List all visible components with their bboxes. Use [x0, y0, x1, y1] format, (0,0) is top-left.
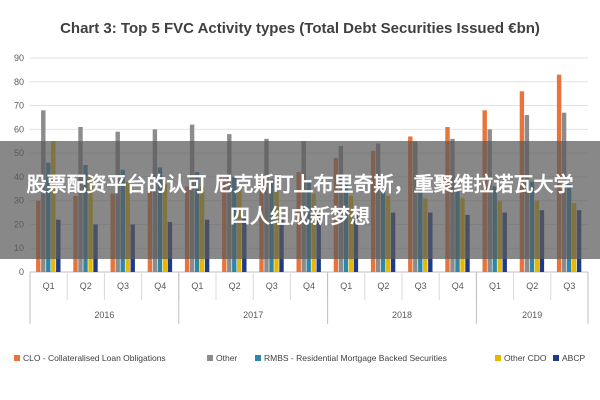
x-tick-label: Q2	[229, 281, 241, 291]
legend: CLO - Collateralised Loan Obligations Oth…	[14, 353, 585, 363]
legend-swatch	[14, 355, 20, 361]
x-tick-label: Q1	[340, 281, 352, 291]
x-tick-label: Q3	[415, 281, 427, 291]
legend-label: ABCP	[562, 353, 585, 363]
overlay-banner: 股票配资平台的认可 尼克斯盯上布里奇斯，重聚维拉诺瓦大学四人组成新梦想	[0, 141, 600, 259]
x-tick-label: Q2	[80, 281, 92, 291]
legend-swatch	[255, 355, 261, 361]
legend-label: Other	[216, 353, 237, 363]
y-tick-label: 80	[14, 77, 24, 87]
legend-swatch	[207, 355, 213, 361]
y-tick-label: 0	[19, 267, 24, 277]
y-tick-label: 70	[14, 101, 24, 111]
legend-label: CLO - Collateralised Loan Obligations	[23, 353, 166, 363]
x-tick-label: Q4	[154, 281, 166, 291]
legend-label: RMBS - Residential Mortgage Backed Secur…	[264, 353, 447, 363]
year-label: 2017	[243, 310, 263, 320]
x-tick-label: Q3	[266, 281, 278, 291]
overlay-headline: 股票配资平台的认可 尼克斯盯上布里奇斯，重聚维拉诺瓦大学四人组成新梦想	[26, 172, 574, 228]
year-label: 2018	[392, 310, 412, 320]
x-tick-label: Q1	[489, 281, 501, 291]
legend-label: Other CDO	[504, 353, 547, 363]
x-tick-label: Q3	[563, 281, 575, 291]
x-tick-label: Q4	[303, 281, 315, 291]
y-tick-label: 90	[14, 53, 24, 63]
x-tick-label: Q4	[452, 281, 464, 291]
y-tick-label: 60	[14, 124, 24, 134]
year-label: 2019	[522, 310, 542, 320]
chart-title: Chart 3: Top 5 FVC Activity types (Total…	[60, 20, 540, 37]
year-label: 2016	[94, 310, 114, 320]
x-tick-label: Q3	[117, 281, 129, 291]
x-tick-label: Q1	[43, 281, 55, 291]
x-axis: Q1 Q2 Q3 Q4 Q1 Q2 Q3 Q4 Q1 Q2 Q3 Q4 Q1 Q2 Q3 2016 2017 20…	[29, 272, 589, 324]
x-tick-label: Q1	[191, 281, 203, 291]
legend-swatch	[553, 355, 559, 361]
legend-swatch	[495, 355, 501, 361]
x-tick-label: Q2	[526, 281, 538, 291]
x-tick-label: Q2	[377, 281, 389, 291]
